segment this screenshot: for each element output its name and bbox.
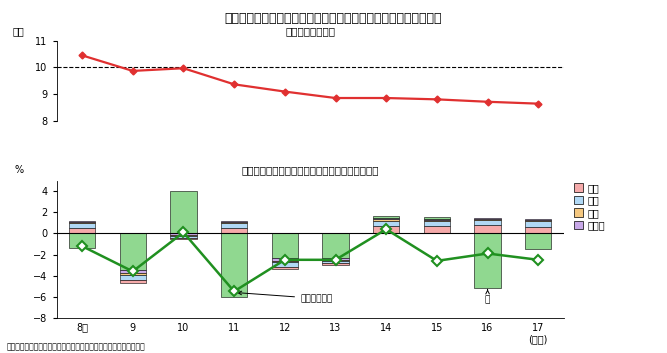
Bar	[322, 233, 349, 258]
Bar	[525, 220, 552, 221]
Bar	[322, 263, 349, 265]
Text: 対前年増減率: 対前年増減率	[238, 291, 332, 303]
Bar	[373, 219, 400, 221]
Bar	[474, 233, 501, 288]
Bar	[474, 219, 501, 220]
Bar	[119, 270, 146, 274]
Bar	[525, 233, 552, 249]
Bar	[271, 267, 298, 269]
Bar	[119, 233, 146, 270]
Bar	[474, 220, 501, 225]
Bar	[424, 217, 450, 219]
Bar	[170, 191, 197, 233]
Bar	[424, 221, 450, 226]
Bar	[119, 280, 146, 283]
Bar	[69, 221, 95, 222]
Text: 資料：農林水産省「生産農業所得統計」を基に農林水産省で作成。: 資料：農林水産省「生産農業所得統計」を基に農林水産省で作成。	[7, 342, 145, 351]
Bar	[170, 235, 197, 238]
Bar	[221, 222, 247, 223]
Bar	[119, 275, 146, 280]
Bar	[373, 216, 400, 218]
Bar	[373, 218, 400, 219]
Bar	[424, 219, 450, 220]
Bar	[119, 274, 146, 275]
Text: （農業総産出額の対前年増減率と品目別寄与度）: （農業総産出額の対前年増減率と品目別寄与度）	[241, 166, 379, 175]
Bar	[221, 233, 247, 297]
Bar	[221, 228, 247, 233]
Bar	[69, 228, 95, 233]
Bar	[170, 233, 197, 234]
Bar	[271, 233, 298, 258]
Text: 兆円: 兆円	[13, 26, 25, 37]
Bar	[525, 219, 552, 220]
Bar	[69, 223, 95, 228]
Legend: 畜産, 野菜, 果実, その他: 畜産, 野菜, 果実, その他	[574, 183, 605, 230]
Bar	[271, 258, 298, 261]
Bar	[322, 260, 349, 261]
Bar	[221, 221, 247, 222]
Bar	[424, 220, 450, 221]
Bar	[373, 226, 400, 233]
Bar	[170, 234, 197, 235]
Bar	[474, 218, 501, 219]
Bar	[474, 225, 501, 233]
Bar	[221, 223, 247, 228]
Bar	[322, 261, 349, 263]
Text: 米: 米	[485, 289, 490, 304]
Text: %: %	[14, 166, 23, 175]
Bar	[69, 222, 95, 223]
Bar	[424, 226, 450, 233]
Bar	[69, 233, 95, 248]
Bar	[271, 262, 298, 267]
Text: 図２－１　農業総産出額の推移とその増減における品目別寄与度: 図２－１ 農業総産出額の推移とその増減における品目別寄与度	[225, 12, 442, 25]
Bar	[170, 238, 197, 239]
Bar	[525, 221, 552, 227]
Text: （農業総産出額）: （農業総産出額）	[285, 26, 335, 36]
Bar	[322, 258, 349, 260]
Bar	[525, 227, 552, 233]
Bar	[373, 221, 400, 226]
Bar	[271, 261, 298, 262]
